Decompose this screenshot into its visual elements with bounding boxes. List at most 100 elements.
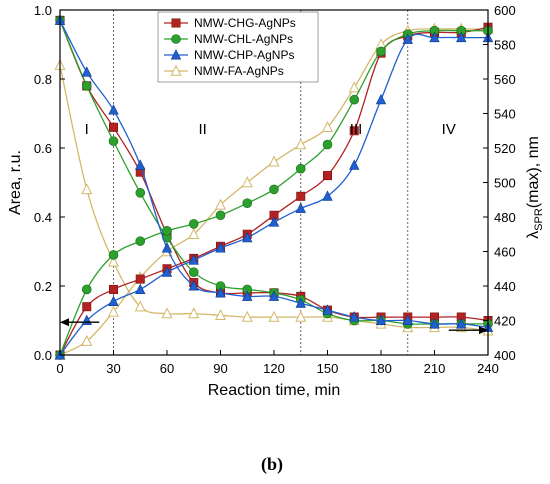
legend: NMW-CHG-AgNPs NMW-CHL-AgNPs NMW-CHP-AgNPs N… — [157, 11, 319, 83]
data-point-lspr — [188, 227, 200, 239]
data-point-area — [188, 267, 199, 278]
data-point-area — [135, 188, 146, 198]
data-point-lspr — [242, 231, 253, 243]
data-point-area — [135, 159, 146, 170]
y2-tick-label: 500 — [494, 176, 516, 191]
data-point-area — [109, 122, 119, 132]
legend-entry: NMW-FA-AgNPs — [164, 64, 284, 78]
data-point-lspr — [215, 210, 226, 221]
y2-tick-label: 600 — [494, 3, 516, 18]
y2-axis-title: λSPR(max), nm — [525, 136, 545, 239]
data-point-lspr — [349, 94, 360, 105]
data-point-lspr — [82, 302, 92, 312]
data-point-area — [188, 280, 199, 291]
x-tick-label: 180 — [370, 361, 392, 376]
y-tick-label: 0.8 — [34, 72, 52, 87]
y2-tick-label: 400 — [494, 348, 516, 363]
data-point-lspr — [349, 126, 359, 136]
legend-marker — [170, 64, 182, 76]
y-tick-label: 1.0 — [34, 3, 52, 18]
data-point-area — [188, 307, 200, 319]
series-layer — [54, 14, 494, 360]
y-tick-label: 0.0 — [34, 348, 52, 363]
data-point-area — [214, 309, 227, 321]
data-point-area — [242, 290, 253, 301]
y2-tick-label: 540 — [494, 107, 516, 122]
data-point-lspr — [81, 334, 93, 346]
legend-entry: NMW-CHL-AgNPs — [164, 32, 293, 46]
data-point-lspr — [241, 176, 253, 188]
data-point-lspr — [109, 284, 119, 294]
data-point-area — [268, 290, 280, 301]
data-point-lspr — [107, 305, 120, 317]
axes-layer: 0 30 60 90 120 150 180 210 240 0.0 0.2 0.4 0.6 0.8 1.0… — [34, 3, 516, 376]
x-tick-label: 60 — [160, 361, 174, 376]
x-tick-label: 240 — [477, 361, 499, 376]
y2-tick-label: 440 — [494, 279, 516, 294]
zone-label: III — [350, 121, 363, 138]
data-point-area — [349, 311, 360, 322]
data-point-lspr — [321, 120, 334, 132]
data-point-area — [241, 310, 253, 322]
data-point-area — [81, 66, 92, 77]
data-point-lspr — [296, 191, 306, 201]
zone-label: I — [85, 121, 89, 138]
series-line-lspr — [59, 33, 488, 356]
figure-caption: (b) — [261, 454, 283, 475]
data-point-lspr — [348, 81, 360, 93]
data-point-lspr — [349, 159, 360, 170]
series-NMW-CHP-AgNPs — [54, 14, 494, 360]
legend-marker — [170, 49, 182, 60]
data-point-area — [81, 183, 93, 195]
arrows-layer — [60, 318, 488, 335]
data-point-lspr — [108, 250, 119, 260]
zone-label: II — [198, 121, 206, 138]
y2-tick-label: 520 — [494, 141, 516, 156]
data-point-lspr — [295, 163, 306, 174]
data-point-lspr — [135, 274, 145, 284]
data-point-lspr — [269, 184, 279, 195]
y2-axis-title-sub: SPR — [533, 208, 545, 231]
data-point-lspr — [322, 139, 333, 150]
x-tick-label: 150 — [317, 361, 339, 376]
right-axis-arrow-head — [479, 326, 488, 335]
y-axis-title: Area, r.u. — [7, 150, 24, 215]
data-point-area — [322, 304, 333, 315]
data-point-area — [215, 287, 226, 298]
x-tick-label: 210 — [424, 361, 446, 376]
y-tick-label: 0.2 — [34, 279, 52, 294]
data-point-area — [107, 255, 120, 267]
left-axis-arrow-head — [60, 318, 69, 327]
data-point-lspr — [135, 283, 146, 294]
data-point-area — [134, 300, 146, 312]
data-point-area — [456, 318, 467, 329]
data-point-lspr — [402, 33, 413, 44]
data-point-area — [429, 318, 440, 329]
x-axis-title: Reaction time, min — [208, 382, 341, 399]
data-point-area — [81, 81, 92, 91]
legend-label: NMW-CHP-AgNPs — [194, 48, 294, 62]
y2-tick-label: 420 — [494, 314, 516, 329]
data-point-lspr — [295, 202, 306, 213]
y-tick-label: 0.4 — [34, 210, 52, 225]
y2-tick-label: 460 — [494, 245, 516, 260]
data-point-lspr — [214, 198, 227, 210]
data-point-area — [108, 104, 119, 115]
legend-label: NMW-FA-AgNPs — [194, 64, 284, 78]
data-point-area — [295, 310, 307, 322]
legend-label: NMW-CHL-AgNPs — [194, 32, 293, 46]
y2-axis-title-tail: (max), nm — [525, 136, 542, 208]
data-point-lspr — [135, 236, 146, 246]
data-point-lspr — [162, 226, 172, 236]
data-point-area — [108, 136, 119, 146]
legend-entry: NMW-CHP-AgNPs — [164, 48, 294, 62]
data-point-lspr — [456, 31, 467, 43]
data-point-lspr — [188, 254, 199, 265]
data-point-lspr — [81, 284, 92, 295]
legend-box — [157, 11, 319, 83]
data-point-area — [375, 314, 387, 326]
x-tick-label: 120 — [263, 361, 285, 376]
data-point-lspr — [242, 198, 253, 208]
y2-tick-label: 480 — [494, 210, 516, 225]
